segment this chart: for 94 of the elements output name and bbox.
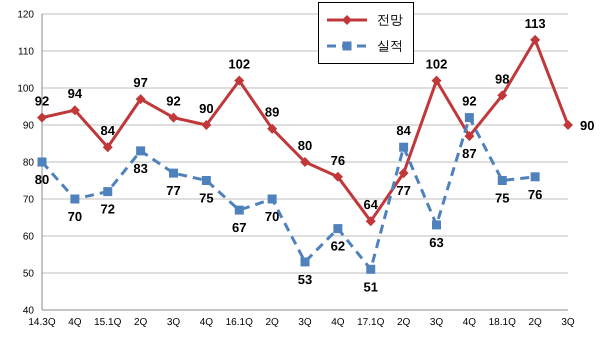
- x-tick-label: 17.1Q: [357, 317, 385, 328]
- x-tick-label: 2Q: [134, 317, 148, 328]
- x-tick-label: 4Q: [200, 317, 214, 328]
- point: [530, 172, 540, 182]
- data-label: 102: [228, 56, 250, 72]
- data-label: 113: [524, 16, 546, 31]
- x-tick-label: 4Q: [462, 317, 476, 328]
- point: [268, 194, 277, 204]
- x-tick-label: 3Q: [561, 317, 575, 328]
- data-label: 84: [100, 123, 116, 138]
- data-label: 64: [364, 197, 379, 212]
- x-tick-label: 2Q: [396, 317, 411, 328]
- point: [498, 176, 507, 185]
- data-label: 97: [133, 75, 148, 90]
- data-label: 87: [462, 146, 477, 162]
- data-label: 80: [298, 138, 312, 153]
- x-tick-label: 3Q: [298, 317, 312, 328]
- data-label: 51: [364, 279, 378, 294]
- data-label: 84: [396, 123, 412, 138]
- x-tick-label: 15.1Q: [94, 317, 122, 328]
- data-label: 92: [166, 94, 181, 109]
- data-label: 77: [166, 183, 181, 198]
- point: [136, 94, 146, 104]
- point: [38, 158, 46, 166]
- data-label: 67: [232, 220, 246, 236]
- point: [168, 112, 178, 123]
- point: [497, 90, 508, 100]
- data-label: 63: [429, 234, 444, 250]
- point: [234, 76, 244, 86]
- data-label: 94: [68, 86, 83, 102]
- point: [37, 112, 47, 123]
- point: [136, 146, 146, 156]
- legend-label: 실적: [377, 37, 403, 55]
- x-tick-label: 4Q: [331, 317, 345, 328]
- point: [563, 120, 573, 130]
- point: [201, 120, 212, 130]
- x-tick-label: 14.3Q: [28, 317, 56, 328]
- point: [332, 172, 343, 182]
- data-label: 53: [298, 272, 312, 287]
- point: [300, 157, 310, 167]
- x-tick-label: 4Q: [68, 317, 82, 328]
- data-label: 98: [495, 71, 510, 86]
- point: [102, 142, 113, 152]
- y-tick-label: 90: [22, 120, 34, 132]
- data-label: 92: [462, 94, 477, 109]
- point: [366, 216, 376, 226]
- data-label: 90: [199, 101, 214, 116]
- x-tick-label: 3Q: [430, 317, 444, 328]
- point: [267, 124, 278, 134]
- point: [432, 76, 442, 86]
- data-label: 70: [68, 209, 82, 224]
- point: [234, 206, 244, 215]
- data-label: 77: [396, 183, 411, 198]
- data-label: 76: [330, 152, 346, 168]
- y-tick-label: 40: [22, 306, 34, 317]
- data-label: 83: [133, 160, 148, 176]
- data-label: 90: [580, 118, 594, 133]
- point: [366, 264, 376, 274]
- y-tick-label: 70: [22, 194, 34, 206]
- data-label: 102: [426, 56, 448, 72]
- y-tick-label: 100: [17, 84, 34, 95]
- point: [399, 142, 408, 152]
- point: [333, 224, 342, 234]
- point: [464, 131, 474, 142]
- point: [70, 194, 80, 204]
- point: [398, 168, 409, 178]
- y-tick-label: 60: [22, 232, 34, 243]
- x-tick-label: 2Q: [265, 317, 280, 328]
- point: [169, 168, 178, 178]
- data-label: 70: [264, 209, 280, 224]
- legend-label: 전망: [377, 11, 403, 29]
- y-tick-label: 50: [22, 268, 34, 280]
- point: [103, 187, 112, 196]
- data-label: 89: [264, 104, 280, 120]
- data-label: 72: [100, 202, 115, 217]
- data-label: 75: [199, 190, 214, 206]
- point: [202, 176, 211, 185]
- x-tick-label: 3Q: [166, 317, 180, 328]
- x-tick-label: 2Q: [528, 317, 542, 328]
- point: [464, 113, 474, 122]
- x-tick-label: 18.1Q: [488, 317, 516, 328]
- y-tick-label: 120: [17, 10, 34, 21]
- data-label: 76: [528, 186, 542, 202]
- x-tick-label: 16.1Q: [226, 317, 254, 328]
- y-tick-label: 110: [18, 46, 34, 58]
- y-tick-label: 80: [22, 158, 34, 169]
- data-label: 80: [34, 172, 50, 187]
- point: [432, 220, 441, 230]
- point: [70, 105, 80, 116]
- data-label: 62: [330, 238, 346, 254]
- point: [530, 34, 540, 45]
- point: [300, 257, 310, 266]
- data-label: 75: [495, 190, 510, 206]
- data-label: 92: [34, 94, 50, 109]
